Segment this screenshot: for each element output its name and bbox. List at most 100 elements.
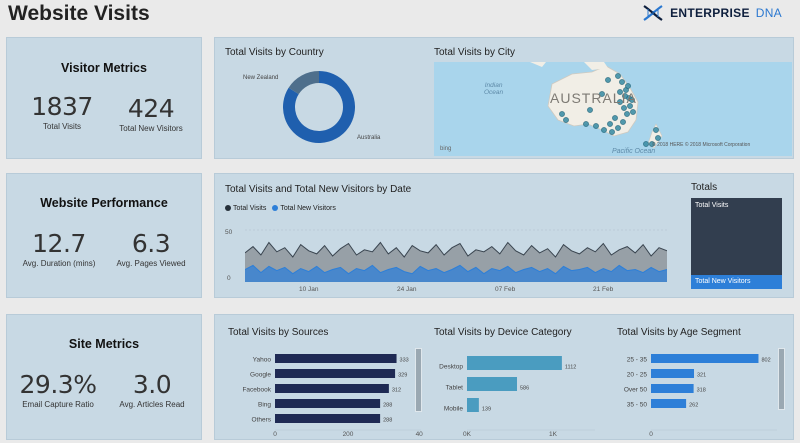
totals-title: Totals xyxy=(691,182,718,193)
city-marker xyxy=(615,73,621,79)
website-performance-card: Website Performance 12.7 Avg. Duration (… xyxy=(6,173,202,298)
category-label: Tablet xyxy=(446,385,464,392)
geo-panel: Total Visits by Country New Zealand Aust… xyxy=(214,37,794,159)
category-label: Google xyxy=(250,372,271,379)
category-label: Mobile xyxy=(444,406,464,413)
articles-read-value: 3.0 xyxy=(132,370,172,399)
bar-20-25[interactable] xyxy=(651,369,695,378)
brand-name: ENTERPRISE xyxy=(670,6,750,20)
avg-duration-kpi: 12.7 Avg. Duration (mins) xyxy=(19,229,99,268)
total-visits-label: Total Visits xyxy=(42,122,82,131)
category-label: 20 - 25 xyxy=(627,372,648,379)
capture-ratio-value: 29.3% xyxy=(19,370,97,399)
city-marker xyxy=(621,105,627,111)
category-label: Others xyxy=(251,417,271,424)
city-marker xyxy=(593,123,599,129)
city-map-title: Total Visits by City xyxy=(434,47,515,58)
brand-suffix: DNA xyxy=(755,6,782,20)
breakdown-panel: Total Visits by Sources Yahoo 333 Google 32… xyxy=(214,314,794,440)
x-label-07-feb: 07 Feb xyxy=(495,286,516,293)
x-label-10-jan: 10 Jan xyxy=(299,286,319,293)
dna-icon xyxy=(643,5,663,21)
bar-over-50[interactable] xyxy=(651,384,694,393)
data-label: 333 xyxy=(400,358,409,364)
totals-treemap[interactable]: Total Visits Total New Visitors xyxy=(691,198,782,289)
category-label: Bing xyxy=(258,402,271,409)
legend-new-visitors[interactable]: Total New Visitors xyxy=(272,205,336,212)
country-donut-chart[interactable] xyxy=(283,71,355,143)
age-scrollbar[interactable] xyxy=(778,348,785,410)
x-tick-label: 0 xyxy=(273,431,277,438)
map-copyright: © 2018 HERE © 2018 Microsoft Corporation xyxy=(652,142,751,148)
data-label: 262 xyxy=(689,403,698,409)
avg-duration-label: Avg. Duration (mins) xyxy=(22,259,96,268)
new-visitors-value: 424 xyxy=(127,94,175,123)
city-marker xyxy=(619,79,625,85)
city-marker xyxy=(601,127,607,133)
y-axis-top: 50 xyxy=(225,229,233,236)
dashboard-title: Website Visits xyxy=(8,2,150,25)
sources-scrollbar[interactable] xyxy=(415,348,422,412)
legend-total-visits[interactable]: Total Visits xyxy=(225,205,266,212)
site-metrics-card: Site Metrics 29.3% Email Capture Ratio 3… xyxy=(6,314,202,440)
category-label: 25 - 35 xyxy=(627,357,648,364)
date-chart-panel: Total Visits and Total New Visitors by D… xyxy=(214,173,794,298)
city-marker xyxy=(627,103,633,109)
bar-bing[interactable] xyxy=(275,399,381,408)
date-area-chart[interactable] xyxy=(245,226,667,282)
visitor-metrics-title: Visitor Metrics xyxy=(61,61,147,75)
city-marker xyxy=(617,89,623,95)
pacific-ocean-label: Pacific Ocean xyxy=(612,148,656,155)
bar-others[interactable] xyxy=(275,414,381,423)
new-visitors-label: Total New Visitors xyxy=(119,124,183,133)
new-visitors-kpi: 424 Total New Visitors xyxy=(111,94,191,133)
donut-slice-new-zealand[interactable] xyxy=(288,71,320,95)
bar-35-50[interactable] xyxy=(651,399,687,408)
bar-25-35[interactable] xyxy=(651,354,759,363)
category-label: Facebook xyxy=(242,387,271,394)
city-marker xyxy=(617,99,623,105)
bar-facebook[interactable] xyxy=(275,384,389,393)
city-map[interactable]: Indian Ocean AUSTRALIA Pacific Ocean bin… xyxy=(434,62,792,156)
city-marker xyxy=(629,97,635,103)
data-label: 802 xyxy=(761,358,770,364)
data-label: 288 xyxy=(383,418,392,424)
city-marker xyxy=(653,127,659,133)
bar-google[interactable] xyxy=(275,369,396,378)
data-label: 288 xyxy=(383,403,392,409)
donut-slice-australia[interactable] xyxy=(283,71,355,143)
treemap-total-visits[interactable]: Total Visits xyxy=(691,198,782,275)
age-bar-chart[interactable]: 25 - 35 802 20 - 25 321 Over 50 318 35 - 50 262… xyxy=(613,349,777,439)
category-label: Over 50 xyxy=(624,387,648,394)
city-marker xyxy=(615,125,621,131)
device-bar-chart[interactable]: Desktop 1112 Tablet 586 Mobile 139 0K 1K xyxy=(429,349,601,439)
category-label: Desktop xyxy=(439,364,463,371)
bar-mobile[interactable] xyxy=(467,398,479,412)
series-line-new-visitors xyxy=(245,264,667,275)
bar-tablet[interactable] xyxy=(467,377,518,391)
sources-bar-chart[interactable]: Yahoo 333 Google 329 Facebook 312 Bing 288 Other… xyxy=(219,349,423,439)
date-chart-legend: Total Visits Total New Visitors xyxy=(225,205,336,212)
date-chart-title: Total Visits and Total New Visitors by D… xyxy=(225,184,412,195)
x-label-24-jan: 24 Jan xyxy=(397,286,417,293)
pages-viewed-value: 6.3 xyxy=(131,229,171,258)
city-marker xyxy=(625,83,631,89)
bar-desktop[interactable] xyxy=(467,356,562,370)
map-graphic xyxy=(530,62,663,149)
city-marker xyxy=(599,91,605,97)
city-marker xyxy=(607,121,613,127)
treemap-new-visitors[interactable]: Total New Visitors xyxy=(691,275,782,289)
city-marker xyxy=(630,109,636,115)
articles-read-kpi: 3.0 Avg. Articles Read xyxy=(111,370,193,409)
bing-logo: bing xyxy=(440,146,452,152)
data-label: 312 xyxy=(392,388,401,394)
x-tick-label: 0 xyxy=(649,431,653,438)
australia-map-label: AUSTRALIA xyxy=(550,90,637,106)
capture-ratio-kpi: 29.3% Email Capture Ratio xyxy=(15,370,101,409)
data-label: 1112 xyxy=(565,365,576,371)
site-metrics-title: Site Metrics xyxy=(68,337,140,351)
bar-yahoo[interactable] xyxy=(275,354,397,363)
donut-label-new-zealand: New Zealand xyxy=(243,75,279,81)
sources-chart-title: Total Visits by Sources xyxy=(228,327,329,338)
x-label-21-feb: 21 Feb xyxy=(593,286,614,293)
